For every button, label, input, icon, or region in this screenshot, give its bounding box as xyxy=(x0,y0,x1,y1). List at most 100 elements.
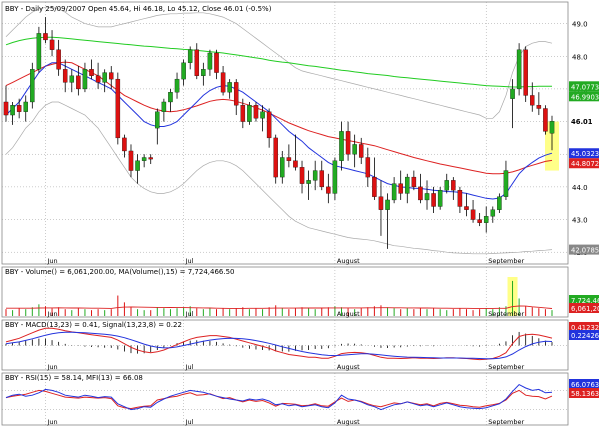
x-axis-label: Jul xyxy=(185,418,194,426)
candle-body xyxy=(102,72,107,83)
last-value-tag-box xyxy=(569,330,599,340)
candle-body xyxy=(352,144,357,155)
candle-body xyxy=(220,72,226,93)
candle-body xyxy=(273,137,278,178)
candle-body xyxy=(549,121,555,134)
candle-body xyxy=(233,82,239,106)
candle-body xyxy=(444,180,449,191)
candle-body xyxy=(293,160,298,168)
candle-body xyxy=(194,49,200,76)
last-value-tag-box xyxy=(569,91,599,102)
x-axis-label: Jun xyxy=(46,418,57,426)
macd-lines xyxy=(5,327,553,361)
candle-body xyxy=(477,219,482,223)
candle-body xyxy=(36,33,42,70)
candle-body xyxy=(141,157,147,161)
candle-body xyxy=(76,75,81,90)
x-axis-label: August xyxy=(337,310,360,318)
ma-green-line xyxy=(5,36,552,88)
last-value-tag-label: 0.224268 xyxy=(571,332,600,340)
candle-body xyxy=(122,137,127,152)
last-value-tag-label: 7,724,467 xyxy=(571,297,600,305)
bollinger-upper-line xyxy=(5,6,553,119)
x-axis-label: Jul xyxy=(185,310,194,318)
volume-panel-title: BBY - Volume() = 6,061,200.00, MA(Volume… xyxy=(5,268,235,276)
candle-body xyxy=(543,108,548,132)
mfi-line xyxy=(5,383,553,411)
x-axis-label: September xyxy=(488,418,524,426)
x-axis-label: Jul xyxy=(185,363,194,371)
candle-body xyxy=(201,69,206,76)
candle-body xyxy=(10,105,15,116)
candle-body xyxy=(503,170,509,197)
ma-red-line xyxy=(5,61,553,175)
candle-body xyxy=(187,49,193,63)
candle-body xyxy=(95,75,101,83)
last-value-tag-label: 46.01 xyxy=(571,118,593,126)
candle-body xyxy=(161,101,167,112)
candle-body xyxy=(286,157,292,161)
last-value-tag-box xyxy=(569,244,599,255)
last-value-tag-box xyxy=(569,81,599,92)
rsi-panel-title: BBY - RSI(15) = 58.14, MFI(13) = 66.08 xyxy=(5,374,143,382)
candle-body xyxy=(523,49,528,96)
candle-body xyxy=(483,216,489,223)
x-axis-label: September xyxy=(488,257,524,265)
x-axis-labels: Jun Jul August September Jun Jul August Septemb… xyxy=(46,257,524,426)
candlesticks xyxy=(3,17,555,249)
candle-body xyxy=(306,180,311,184)
candle-body xyxy=(464,206,469,210)
candle-body xyxy=(470,209,476,220)
bollinger-bands xyxy=(5,6,553,255)
candle-body xyxy=(16,105,22,112)
last-value-tag-label: 45.0323 xyxy=(571,150,599,158)
price-tick-label: 43.0 xyxy=(572,217,588,225)
candle-body xyxy=(148,157,153,160)
candle-body xyxy=(358,144,364,158)
signal-line xyxy=(5,331,553,360)
last-value-tag-box xyxy=(569,303,599,313)
candle-body xyxy=(168,92,173,103)
candle-body xyxy=(240,105,246,122)
x-axis-label: Jun xyxy=(46,257,57,265)
candle-body xyxy=(30,69,35,103)
volume-ma-line xyxy=(6,305,553,309)
candle-body xyxy=(89,69,94,76)
candle-body xyxy=(457,190,463,207)
macd-panel-title: BBY - MACD(13,23) = 0.41, Signal(13,23,8… xyxy=(5,321,182,329)
volume-panel-frame xyxy=(1,266,569,318)
rsi-mfi-lines xyxy=(5,383,553,411)
last-value-tag-box xyxy=(569,116,599,127)
candle-body xyxy=(345,131,351,155)
candle-body xyxy=(299,167,305,184)
price-panel-frame xyxy=(1,1,569,265)
x-axis-label: August xyxy=(337,418,360,426)
candle-body xyxy=(378,196,384,210)
candle-body xyxy=(332,160,338,194)
candle-body xyxy=(451,180,456,191)
candle-body xyxy=(339,131,344,161)
candle-body xyxy=(135,160,140,171)
last-value-tag-label: 0.412327 xyxy=(571,324,600,332)
candle-body xyxy=(405,176,410,194)
candle-body xyxy=(214,52,219,73)
x-axis-label: Jun xyxy=(46,310,57,318)
last-value-tag-label: 44.8072 xyxy=(571,160,599,168)
candle-body xyxy=(247,105,252,122)
last-value-tag-label: 6,061,20 xyxy=(571,305,600,313)
price-tick-label: 44.0 xyxy=(572,184,588,192)
candle-body xyxy=(82,69,88,90)
candle-body xyxy=(56,49,61,70)
bollinger-lower-line xyxy=(5,101,553,255)
candle-body xyxy=(62,69,68,83)
x-axis-label: September xyxy=(488,363,524,371)
candle-body xyxy=(155,111,160,129)
last-value-tag-label: 66.0763 xyxy=(571,381,599,389)
last-value-tag-box xyxy=(569,158,599,169)
last-value-tag-box xyxy=(569,388,599,398)
price-panel-title: BBY - Daily 25/09/2007 Open 45.64, Hi 46… xyxy=(5,5,272,13)
candle-body xyxy=(385,199,390,210)
candle-body xyxy=(431,193,436,207)
